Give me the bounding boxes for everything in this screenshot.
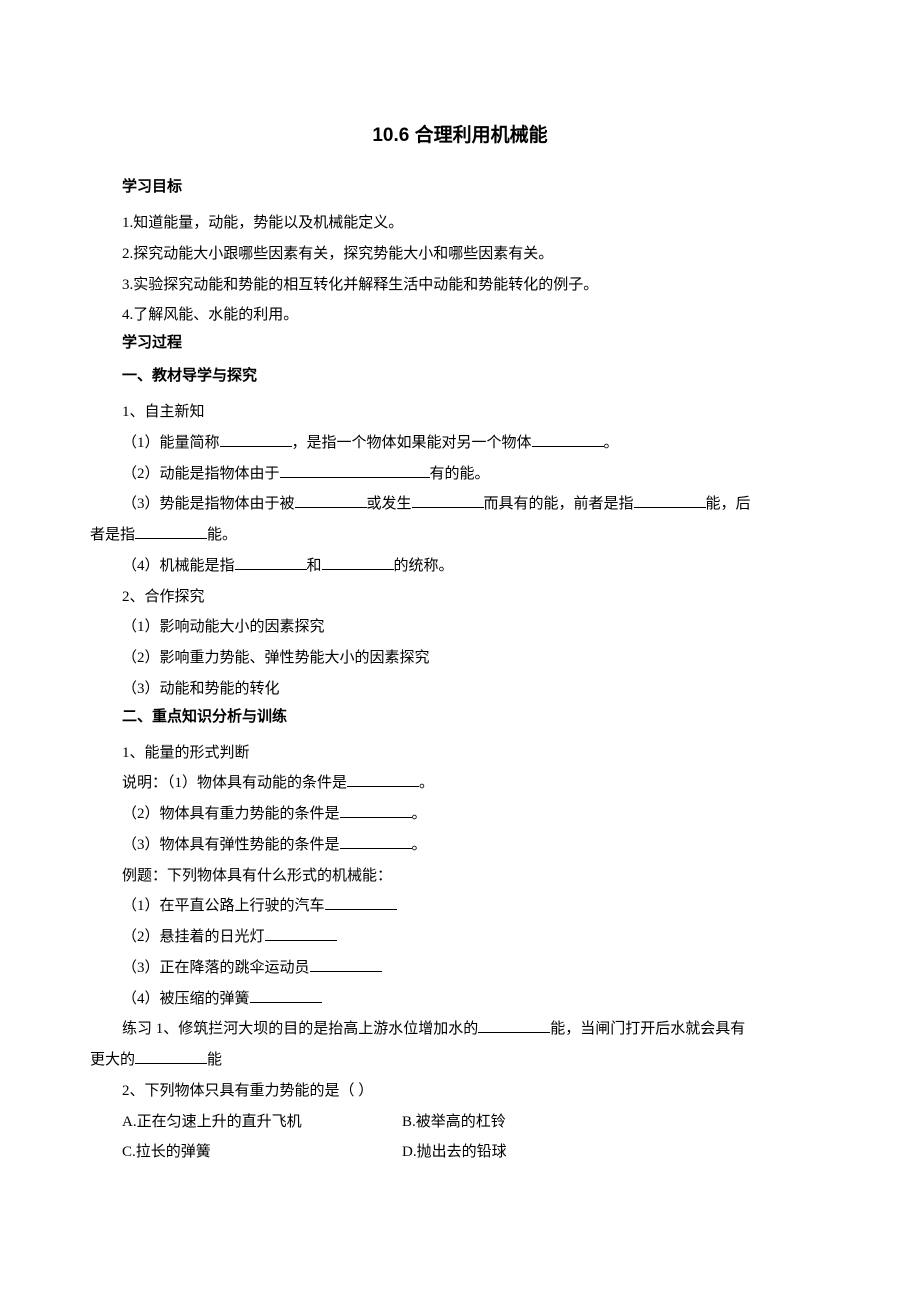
option-c: C.拉长的弹簧 <box>122 1137 402 1168</box>
sec1-p4: （4）机械能是指 和 的统称。 <box>90 551 830 582</box>
blank <box>532 432 604 447</box>
heading-section2: 二、重点知识分析与训练 <box>90 705 830 726</box>
blank <box>250 988 322 1003</box>
sec1-p2: （2）动能是指物体由于 有的能。 <box>90 459 830 490</box>
blank <box>347 772 419 787</box>
sec2-s2a: （2）物体具有重力势能的条件是 <box>122 806 340 822</box>
sec2-example: 例题：下列物体具有什么形式的机械能： <box>90 861 830 892</box>
sec1-p3f: 能。 <box>207 527 237 543</box>
option-row-2: C.拉长的弹簧 D.抛出去的铅球 <box>90 1137 830 1168</box>
sec1-sub1: 1、自主新知 <box>90 397 830 428</box>
sec1-p3-line1: （3）势能是指物体由于被 或发生 而具有的能，前者是指 能，后 <box>90 489 830 520</box>
sec2-s3b: 。 <box>412 837 427 853</box>
blank <box>325 895 397 910</box>
heading-process: 学习过程 <box>90 331 830 352</box>
option-b: B.被举高的杠铃 <box>402 1107 506 1138</box>
sec1-p1c: 。 <box>604 435 619 451</box>
sec2-e1-text: （1）在平直公路上行驶的汽车 <box>122 898 325 914</box>
objective-3: 3.实验探究动能和势能的相互转化并解释生活中动能和势能转化的例子。 <box>90 270 830 301</box>
sec2-e4: （4）被压缩的弹簧 <box>90 984 830 1015</box>
sec1-p3b: 或发生 <box>367 496 412 512</box>
blank <box>295 493 367 508</box>
sec1-p1: （1）能量简称 ，是指一个物体如果能对另一个物体 。 <box>90 428 830 459</box>
sec1-c1: （1）影响动能大小的因素探究 <box>90 612 830 643</box>
sec1-p3d: 能，后 <box>706 496 751 512</box>
blank <box>478 1018 550 1033</box>
sec1-p4a: （4）机械能是指 <box>122 558 235 574</box>
sec2-pr1d: 能 <box>207 1052 222 1068</box>
heading-objective: 学习目标 <box>90 175 830 196</box>
option-d: D.抛出去的铅球 <box>402 1137 507 1168</box>
sec2-pr1a: 练习 1、修筑拦河大坝的目的是抬高上游水位增加水的 <box>122 1021 478 1037</box>
blank <box>235 555 307 570</box>
blank <box>220 432 292 447</box>
sec1-p3c: 而具有的能，前者是指 <box>484 496 634 512</box>
sec2-s2b: 。 <box>412 806 427 822</box>
sec2-sub1: 1、能量的形式判断 <box>90 738 830 769</box>
sec2-pr1c: 更大的 <box>90 1052 135 1068</box>
sec1-p2b: 有的能。 <box>430 466 490 482</box>
sec2-q2: 2、下列物体只具有重力势能的是（ ） <box>90 1076 830 1107</box>
sec2-e4-text: （4）被压缩的弹簧 <box>122 991 250 1007</box>
heading-section1: 一、教材导学与探究 <box>90 364 830 385</box>
sec1-c2: （2）影响重力势能、弹性势能大小的因素探究 <box>90 643 830 674</box>
sec1-p3-line2: 者是指 能。 <box>90 520 830 551</box>
sec2-s3a: （3）物体具有弹性势能的条件是 <box>122 837 340 853</box>
blank <box>322 555 394 570</box>
sec1-p1a: （1）能量简称 <box>122 435 220 451</box>
sec2-practice1-line2: 更大的 能 <box>90 1045 830 1076</box>
sec1-p4c: 的统称。 <box>394 558 454 574</box>
blank <box>340 834 412 849</box>
blank <box>135 1049 207 1064</box>
sec2-s2: （2）物体具有重力势能的条件是 。 <box>90 799 830 830</box>
sec2-pr1b: 能，当闸门打开后水就会具有 <box>550 1021 745 1037</box>
blank <box>310 957 382 972</box>
objective-1: 1.知道能量，动能，势能以及机械能定义。 <box>90 208 830 239</box>
sec1-sub2: 2、合作探究 <box>90 582 830 613</box>
blank <box>265 926 337 941</box>
sec2-e2: （2）悬挂着的日光灯 <box>90 922 830 953</box>
option-a: A.正在匀速上升的直升飞机 <box>122 1107 402 1138</box>
sec2-e2-text: （2）悬挂着的日光灯 <box>122 929 265 945</box>
blank <box>634 493 706 508</box>
blank <box>280 463 430 478</box>
sec2-practice1-line1: 练习 1、修筑拦河大坝的目的是抬高上游水位增加水的 能，当闸门打开后水就会具有 <box>90 1014 830 1045</box>
sec2-s1b: 。 <box>419 775 434 791</box>
sec1-c3: （3）动能和势能的转化 <box>90 674 830 705</box>
sec1-p3e: 者是指 <box>90 527 135 543</box>
sec2-s1a: 说明：（1）物体具有动能的条件是 <box>122 775 347 791</box>
sec1-p2a: （2）动能是指物体由于 <box>122 466 280 482</box>
objective-4: 4.了解风能、水能的利用。 <box>90 300 830 331</box>
sec1-p4b: 和 <box>307 558 322 574</box>
sec2-e3: （3）正在降落的跳伞运动员 <box>90 953 830 984</box>
objective-2: 2.探究动能大小跟哪些因素有关，探究势能大小和哪些因素有关。 <box>90 239 830 270</box>
option-row-1: A.正在匀速上升的直升飞机 B.被举高的杠铃 <box>90 1107 830 1138</box>
blank <box>340 803 412 818</box>
sec2-e1: （1）在平直公路上行驶的汽车 <box>90 891 830 922</box>
blank <box>412 493 484 508</box>
sec2-s3: （3）物体具有弹性势能的条件是 。 <box>90 830 830 861</box>
page-title: 10.6 合理利用机械能 <box>90 120 830 147</box>
blank <box>135 524 207 539</box>
sec2-e3-text: （3）正在降落的跳伞运动员 <box>122 960 310 976</box>
sec1-p3a: （3）势能是指物体由于被 <box>122 496 295 512</box>
sec1-p1b: ，是指一个物体如果能对另一个物体 <box>292 435 532 451</box>
sec2-s1: 说明：（1）物体具有动能的条件是 。 <box>90 768 830 799</box>
